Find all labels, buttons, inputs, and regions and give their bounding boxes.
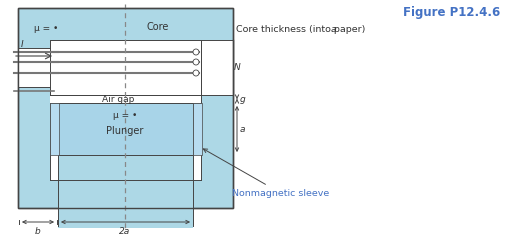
Text: Plunger: Plunger [107,126,144,136]
Text: b: b [35,227,41,234]
Circle shape [193,70,199,76]
Bar [18,48,52,87]
Text: μ = •: μ = • [113,110,137,120]
Text: Figure P12.4.6: Figure P12.4.6 [403,6,500,19]
Bar [58,103,193,155]
Text: 2a: 2a [119,227,131,234]
Text: a: a [331,26,336,34]
Bar [50,40,201,95]
Bar [50,95,201,103]
Circle shape [193,59,199,65]
Bar [201,40,233,95]
Bar [58,155,193,228]
Text: Nonmagnetic sleeve: Nonmagnetic sleeve [204,149,329,197]
Circle shape [193,49,199,55]
Text: I: I [21,40,23,49]
Text: Core: Core [146,22,169,32]
Bar [50,103,59,155]
Text: a: a [240,124,245,134]
Bar [18,8,233,208]
Bar [201,40,233,95]
Bar [18,8,233,208]
Bar [50,40,201,180]
Text: N: N [234,62,241,72]
Text: Core thickness (into paper): Core thickness (into paper) [236,26,368,34]
Text: Air gap: Air gap [102,95,134,105]
Text: g: g [240,95,246,103]
Bar [193,103,202,155]
Text: μ = •: μ = • [34,24,59,33]
